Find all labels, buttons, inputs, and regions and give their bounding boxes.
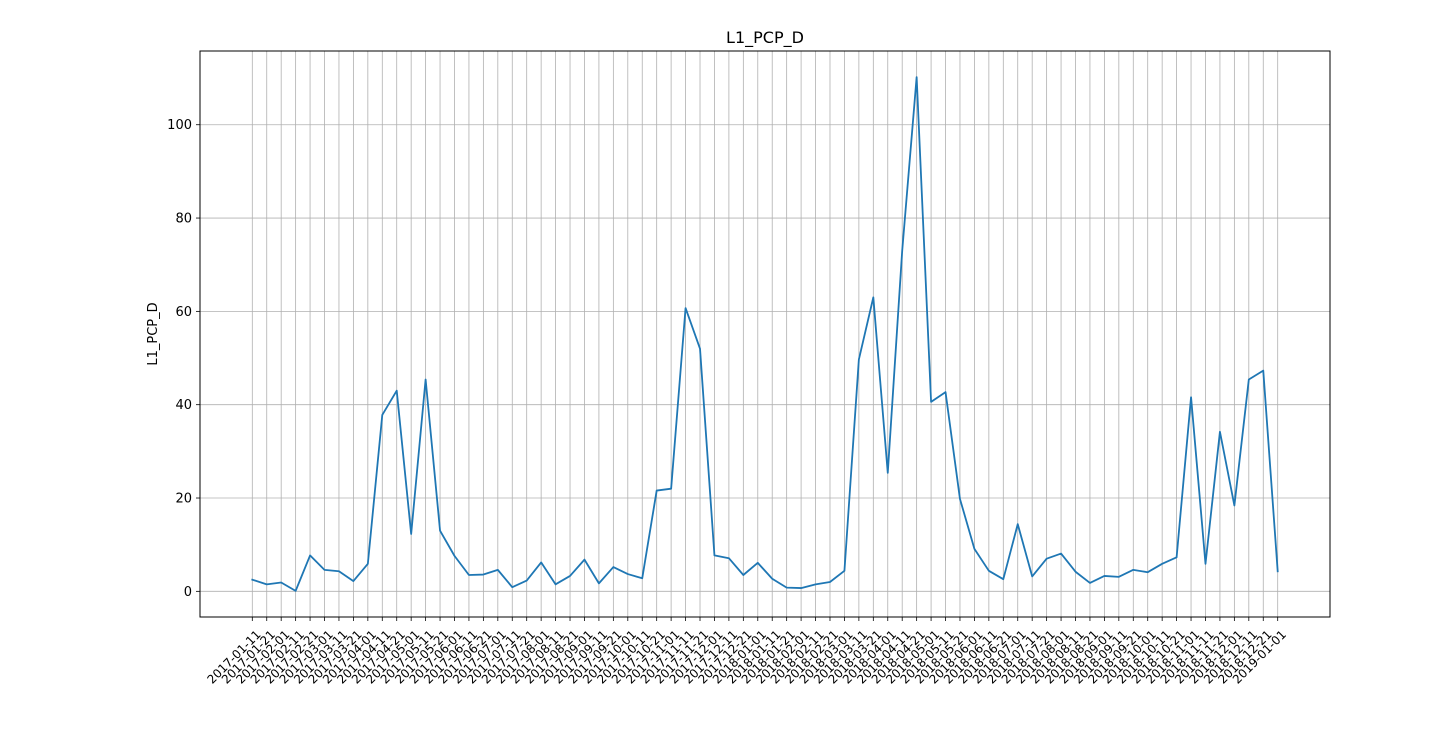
- data-point: [266, 583, 268, 585]
- data-point: [468, 574, 470, 576]
- data-point: [251, 579, 253, 581]
- data-point: [988, 570, 990, 572]
- data-point: [497, 569, 499, 571]
- data-point: [1147, 571, 1149, 573]
- y-axis: 0 20 40 60 80 100: [167, 118, 200, 600]
- y-axis-label: L1_PCP_D: [146, 302, 161, 365]
- data-point: [1219, 431, 1221, 433]
- data-point: [1190, 396, 1192, 398]
- y-tick-label: 20: [175, 492, 192, 507]
- data-point: [526, 580, 528, 582]
- data-point: [338, 570, 340, 572]
- data-point: [1204, 563, 1206, 565]
- data-point: [757, 562, 759, 564]
- data-point: [482, 574, 484, 576]
- data-point: [410, 533, 412, 535]
- data-point: [786, 587, 788, 589]
- data-point: [1248, 378, 1250, 380]
- data-point: [959, 498, 961, 500]
- data-point: [1002, 578, 1004, 580]
- data-point: [309, 554, 311, 556]
- data-point: [1089, 582, 1091, 584]
- y-tick-label: 80: [175, 212, 192, 227]
- data-point: [396, 390, 398, 392]
- data-point: [1060, 553, 1062, 555]
- plot-background: [200, 51, 1330, 617]
- data-point: [569, 575, 571, 577]
- data-point: [280, 581, 282, 583]
- y-tick-label: 100: [167, 118, 192, 133]
- data-point: [511, 586, 513, 588]
- series-line: [251, 76, 1279, 592]
- data-layer: [251, 76, 1279, 592]
- data-point: [612, 566, 614, 568]
- plot-frame: [199, 50, 1331, 618]
- data-point: [439, 530, 441, 532]
- y-tick-label: 60: [175, 305, 192, 320]
- data-point: [425, 378, 427, 380]
- data-point: [713, 554, 715, 556]
- data-point: [945, 391, 947, 393]
- data-point: [872, 296, 874, 298]
- data-point: [1075, 571, 1077, 573]
- data-point: [1103, 575, 1105, 577]
- data-point: [641, 577, 643, 579]
- data-point: [815, 583, 817, 585]
- data-point: [598, 582, 600, 584]
- data-point: [728, 557, 730, 559]
- data-point: [973, 548, 975, 550]
- data-point: [916, 76, 918, 78]
- data-point: [453, 555, 455, 557]
- data-point: [367, 563, 369, 565]
- data-point: [699, 348, 701, 350]
- data-point: [771, 578, 773, 580]
- data-point: [858, 358, 860, 360]
- data-point: [829, 581, 831, 583]
- data-point: [295, 590, 297, 592]
- data-point: [670, 488, 672, 490]
- data-point: [1118, 576, 1120, 578]
- chart-title: L1_PCP_D: [726, 28, 804, 48]
- data-point: [1017, 523, 1019, 525]
- data-point: [930, 401, 932, 403]
- data-point: [583, 559, 585, 561]
- data-point: [1176, 556, 1178, 558]
- data-point: [685, 307, 687, 309]
- data-point: [1233, 504, 1235, 506]
- data-point: [843, 570, 845, 572]
- data-point: [1277, 570, 1279, 572]
- data-point: [540, 561, 542, 563]
- data-point: [1161, 563, 1163, 565]
- data-point: [800, 587, 802, 589]
- data-point: [627, 573, 629, 575]
- data-point: [887, 472, 889, 474]
- data-point: [1132, 569, 1134, 571]
- data-point: [555, 583, 557, 585]
- data-point: [324, 569, 326, 571]
- data-point: [656, 490, 658, 492]
- data-point: [352, 580, 354, 582]
- data-point: [381, 414, 383, 416]
- data-point: [742, 574, 744, 576]
- y-tick-label: 0: [184, 585, 192, 600]
- data-point: [901, 250, 903, 252]
- x-axis: 2017-01-112017-01-212017-02-012017-02-11…: [204, 617, 1289, 687]
- data-point: [1262, 370, 1264, 372]
- data-point: [1031, 575, 1033, 577]
- y-tick-label: 40: [175, 398, 192, 413]
- data-point: [1046, 558, 1048, 560]
